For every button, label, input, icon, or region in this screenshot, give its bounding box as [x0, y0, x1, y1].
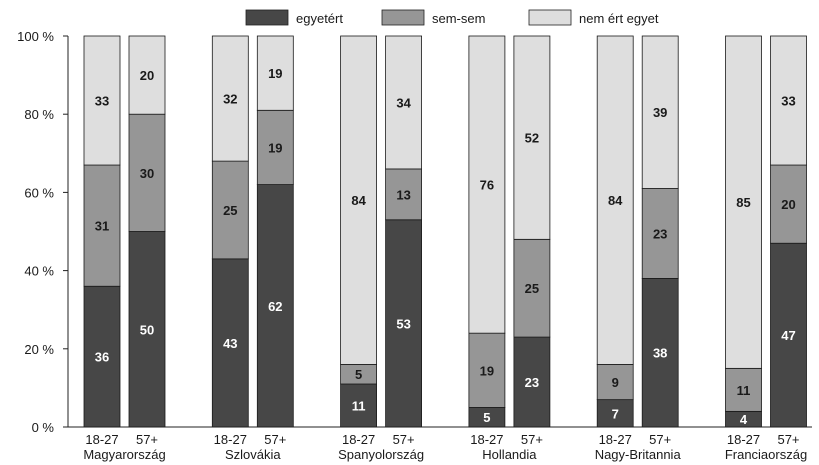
data-label: 19: [268, 140, 282, 155]
bar-segment-egyetert: [340, 383, 378, 428]
data-label: 25: [525, 281, 539, 296]
bars: 3631335030204325326219191158453133451976…: [83, 35, 807, 428]
data-label: 85: [736, 195, 750, 210]
data-label: 20: [140, 68, 154, 83]
data-label: 13: [396, 187, 410, 202]
bar-segment-sem-sem: [513, 238, 551, 338]
y-tick-label: 60 %: [24, 185, 54, 200]
x-tick-label-age: 57+: [393, 432, 415, 447]
data-label: 31: [95, 219, 109, 234]
data-label: 84: [608, 193, 623, 208]
data-label: 50: [140, 322, 154, 337]
x-tick-label-age: 18-27: [470, 432, 503, 447]
x-category-label: Hollandia: [482, 447, 537, 462]
data-label: 23: [653, 226, 667, 241]
data-label: 47: [781, 328, 795, 343]
bar-segment-sem-sem: [385, 168, 423, 221]
x-tick-label-age: 57+: [521, 432, 543, 447]
data-label: 76: [480, 178, 494, 193]
legend-swatch-sem-sem: [381, 9, 425, 26]
x-category-label: Franciaország: [725, 447, 807, 462]
bar-segment-nem-ert-egyet: [385, 35, 423, 170]
bar-segment-sem-sem: [256, 109, 294, 185]
bar-segment-egyetert: [256, 184, 294, 428]
bar-segment-nem-ert-egyet: [256, 35, 294, 111]
data-label: 7: [612, 406, 619, 421]
y-tick-label: 20 %: [24, 342, 54, 357]
x-tick-label-age: 57+: [136, 432, 158, 447]
data-label: 38: [653, 346, 667, 361]
x-tick-label-age: 57+: [264, 432, 286, 447]
data-label: 43: [223, 336, 237, 351]
data-label: 32: [223, 92, 237, 107]
y-axis: 0 % 20 % 40 % 60 % 80 % 100 %: [17, 29, 812, 435]
data-label: 20: [781, 197, 795, 212]
data-label: 5: [355, 367, 362, 382]
data-label: 62: [268, 299, 282, 314]
data-label: 33: [95, 94, 109, 109]
bar-segment-nem-ert-egyet: [596, 35, 634, 365]
x-category-label: Spanyolország: [338, 447, 424, 462]
bar-segment-sem-sem: [128, 113, 166, 232]
data-label: 9: [612, 375, 619, 390]
data-label: 4: [740, 412, 748, 427]
legend-label-sem-sem: sem-sem: [432, 11, 485, 26]
bar-segment-nem-ert-egyet: [641, 35, 679, 189]
data-label: 11: [352, 398, 366, 413]
data-label: 36: [95, 350, 109, 365]
x-tick-label-age: 18-27: [599, 432, 632, 447]
x-category-label: Szlovákia: [225, 447, 281, 462]
legend: egyetért sem-sem nem ért egyet: [245, 9, 659, 26]
bar-segment-nem-ert-egyet: [770, 35, 807, 166]
bar-segment-nem-ert-egyet: [83, 35, 121, 166]
x-category-label: Nagy-Britannia: [595, 447, 682, 462]
y-tick-label: 0 %: [32, 420, 55, 435]
x-tick-label-age: 18-27: [342, 432, 375, 447]
x-tick-label-age: 18-27: [214, 432, 247, 447]
bar-segment-nem-ert-egyet: [725, 35, 762, 369]
data-label: 30: [140, 166, 154, 181]
y-tick-label: 100 %: [17, 29, 54, 44]
data-label: 25: [223, 203, 237, 218]
bar-segment-sem-sem: [211, 160, 249, 260]
x-tick-label-age: 57+: [777, 432, 799, 447]
bar-segment-nem-ert-egyet: [513, 35, 551, 240]
data-label: 19: [268, 66, 282, 81]
x-tick-label-age: 18-27: [85, 432, 118, 447]
bar-segment-sem-sem: [770, 164, 807, 244]
bar-segment-egyetert: [385, 219, 423, 428]
data-label: 52: [525, 131, 539, 146]
x-tick-label-age: 57+: [649, 432, 671, 447]
data-label: 34: [396, 95, 411, 110]
data-label: 84: [351, 193, 366, 208]
bar-segment-egyetert: [128, 231, 166, 428]
y-tick-label: 80 %: [24, 107, 54, 122]
bar-segment-sem-sem: [725, 367, 762, 412]
legend-swatch-nem-ert-egyet: [528, 9, 572, 26]
legend-label-egyetert: egyetért: [296, 11, 343, 26]
bar-segment-nem-ert-egyet: [128, 35, 166, 115]
bar-segment-nem-ert-egyet: [211, 35, 249, 162]
bar-segment-nem-ert-egyet: [468, 35, 506, 334]
data-label: 23: [525, 375, 539, 390]
bar-segment-sem-sem: [468, 332, 506, 408]
bar-segment-egyetert: [513, 336, 551, 428]
x-category-label: Magyarország: [83, 447, 165, 462]
legend-swatch-egyetert: [245, 9, 289, 26]
bar-segment-nem-ert-egyet: [340, 35, 378, 365]
data-label: 39: [653, 105, 667, 120]
data-label: 5: [483, 410, 490, 425]
legend-label-nem-ert-egyet: nem ért egyet: [579, 11, 659, 26]
y-tick-label: 40 %: [24, 264, 54, 279]
data-label: 33: [781, 94, 795, 109]
bar-segment-sem-sem: [596, 364, 634, 401]
x-tick-label-age: 18-27: [727, 432, 760, 447]
data-label: 53: [396, 316, 410, 331]
data-label: 11: [737, 383, 751, 398]
bar-segment-egyetert: [641, 278, 679, 428]
bar-segment-egyetert: [211, 258, 249, 428]
data-label: 19: [480, 363, 494, 378]
